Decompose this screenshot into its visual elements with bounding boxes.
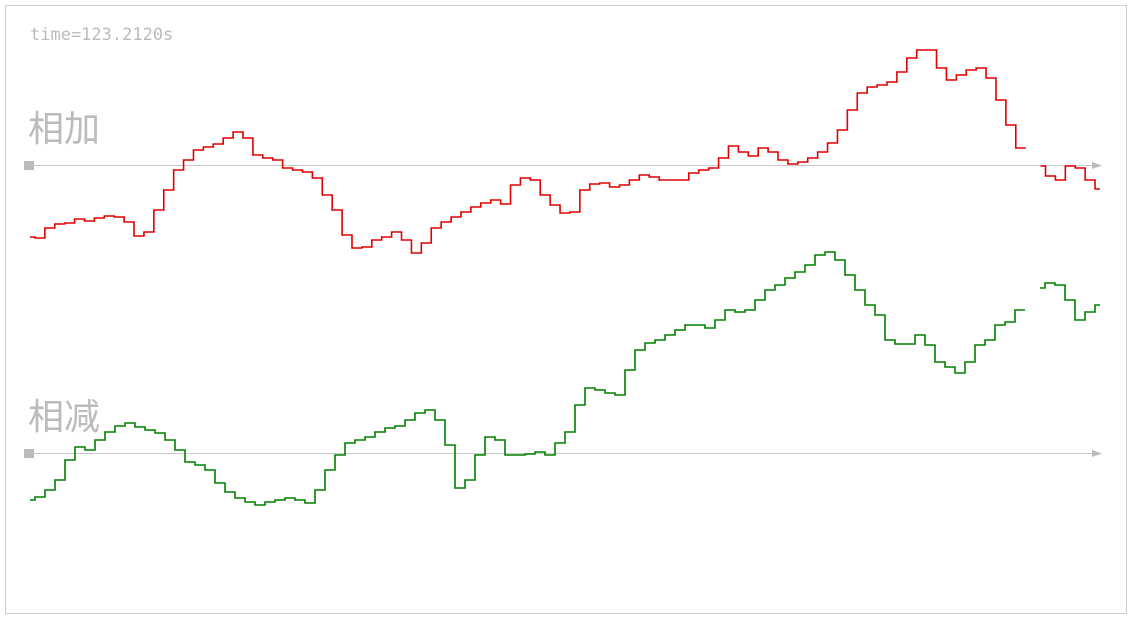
series-line <box>30 251 1100 506</box>
time-label: time=123.2120s <box>30 25 173 45</box>
chart-title: 相加 <box>28 109 100 150</box>
chart-title: 相减 <box>28 397 100 438</box>
frame <box>5 5 1127 614</box>
axis-origin <box>24 161 34 170</box>
axis-arrow <box>1092 450 1102 457</box>
series-line <box>30 49 1100 254</box>
axis-origin <box>24 449 34 458</box>
axis-arrow <box>1092 162 1102 169</box>
